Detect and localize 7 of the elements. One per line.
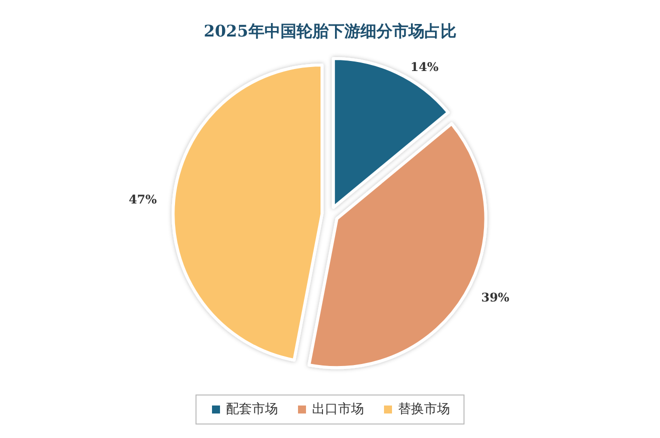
- data-label: 39%: [481, 290, 510, 305]
- legend-label: 替换市场: [398, 402, 450, 417]
- legend-label: 出口市场: [312, 402, 364, 417]
- data-label: 14%: [410, 60, 440, 74]
- chart-title: 2025年中国轮胎下游细分市场占比: [204, 22, 456, 40]
- legend-label: 配套市场: [226, 402, 278, 417]
- data-label: 47%: [128, 192, 158, 206]
